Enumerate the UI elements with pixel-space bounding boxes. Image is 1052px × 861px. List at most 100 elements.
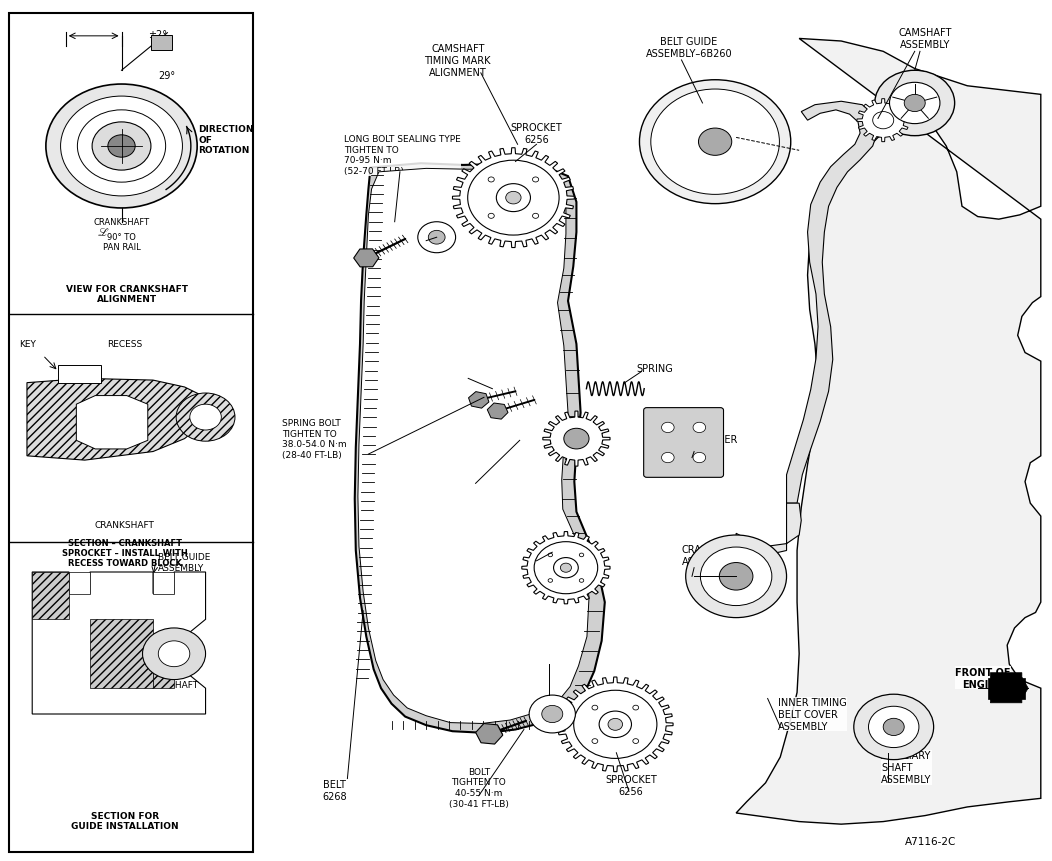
Circle shape [890,84,939,125]
Text: SECTION FOR
GUIDE INSTALLATION: SECTION FOR GUIDE INSTALLATION [70,811,179,830]
Polygon shape [558,678,673,771]
Polygon shape [522,532,610,604]
Bar [90,620,153,689]
Circle shape [640,81,791,204]
Text: RECESS: RECESS [107,340,142,349]
Circle shape [142,629,205,680]
Circle shape [592,705,598,710]
Circle shape [497,184,530,213]
Text: SPRING BOLT
TIGHTEN TO
38.0-54.0 N·m
(28-40 FT-LB): SPRING BOLT TIGHTEN TO 38.0-54.0 N·m (28… [282,418,347,460]
Circle shape [701,548,772,606]
Circle shape [428,231,445,245]
Text: SECTION – CRANKSHAFT
SPROCKET – INSTALL WITH
RECESS TOWARD BLOCK: SECTION – CRANKSHAFT SPROCKET – INSTALL … [62,538,187,567]
Text: $\mathscr{L}$: $\mathscr{L}$ [97,226,109,238]
Circle shape [633,739,639,744]
Text: BELT GUIDE
ASSEMBLY: BELT GUIDE ASSEMBLY [158,553,210,572]
Text: VIEW FOR CRANKSHAFT
ALIGNMENT: VIEW FOR CRANKSHAFT ALIGNMENT [66,285,187,304]
Polygon shape [353,250,379,268]
Circle shape [905,96,925,113]
Text: 90° TO
PAN RAIL: 90° TO PAN RAIL [103,232,140,252]
Circle shape [580,554,584,557]
Circle shape [506,192,521,205]
Polygon shape [468,392,489,409]
Circle shape [608,719,623,730]
Bar [33,573,69,620]
Text: BELT
6268: BELT 6268 [323,779,347,801]
Circle shape [542,705,563,722]
Text: CRANKSHAFT: CRANKSHAFT [94,217,149,226]
Polygon shape [33,573,205,714]
Text: SPROCKET
6256: SPROCKET 6256 [605,774,656,796]
Text: WASHER: WASHER [539,651,581,660]
Circle shape [548,579,552,583]
Circle shape [662,423,674,433]
Bar [59,366,101,383]
Circle shape [176,393,235,442]
Circle shape [699,129,732,156]
Text: BOLT
TIGHTEN TO
19.0-29.0 N·m
(14-21 FT-LB): BOLT TIGHTEN TO 19.0-29.0 N·m (14-21 FT-… [437,449,502,490]
Polygon shape [990,673,1028,703]
Circle shape [46,85,197,208]
Circle shape [534,542,598,594]
Bar [153,646,174,689]
Circle shape [580,579,584,583]
Circle shape [189,405,221,430]
Polygon shape [452,149,574,248]
Text: ±2°: ±2° [147,30,167,40]
Text: SPROCKET
6306: SPROCKET 6306 [508,540,561,562]
Text: 29°: 29° [158,71,176,81]
Text: KEY: KEY [20,340,37,349]
Text: BELT
TENSIONER
6K254: BELT TENSIONER 6K254 [682,422,737,456]
Polygon shape [27,379,210,461]
Circle shape [532,177,539,183]
Circle shape [93,123,150,170]
Circle shape [158,641,189,667]
Text: SPROCKET
6256: SPROCKET 6256 [510,123,563,145]
Circle shape [875,71,954,137]
Circle shape [561,563,571,573]
Text: BELT GUIDE
ASSEMBLY–6B260: BELT GUIDE ASSEMBLY–6B260 [646,37,732,59]
Polygon shape [358,169,589,723]
Text: CAMSHAFT
TIMING MARK
ALIGNMENT: CAMSHAFT TIMING MARK ALIGNMENT [424,44,491,77]
Text: CRANKSHAFT
ASSEMBLY: CRANKSHAFT ASSEMBLY [682,544,747,567]
Text: BOLT
TIGHTEN TO
40-55 N·m
(30-41 FT-LB): BOLT TIGHTEN TO 40-55 N·m (30-41 FT-LB) [449,766,509,808]
Polygon shape [355,164,605,733]
Circle shape [693,453,706,463]
Polygon shape [487,404,508,419]
Circle shape [720,563,753,591]
Text: SPRING: SPRING [636,363,673,374]
Circle shape [488,214,494,219]
Circle shape [651,90,780,195]
Circle shape [553,558,579,578]
Circle shape [488,177,494,183]
Bar [150,36,171,52]
Circle shape [600,711,631,738]
Circle shape [633,705,639,710]
Bar [69,573,90,594]
Circle shape [61,97,182,196]
Circle shape [686,536,787,618]
Polygon shape [543,412,610,467]
Text: INNER TIMING
BELT COVER
ASSEMBLY: INNER TIMING BELT COVER ASSEMBLY [778,697,847,731]
FancyBboxPatch shape [644,408,724,478]
Bar [988,678,1025,699]
Circle shape [564,429,589,449]
Circle shape [873,113,894,130]
Text: COVER
POINTER: COVER POINTER [437,355,480,377]
Circle shape [78,111,165,183]
Circle shape [693,423,706,433]
Bar [9,14,252,852]
Polygon shape [787,102,878,504]
Text: AUXILIARY
SHAFT
ASSEMBLY: AUXILIARY SHAFT ASSEMBLY [882,751,931,784]
Circle shape [532,214,539,219]
Text: CRANKSHAFT: CRANKSHAFT [95,520,155,530]
Circle shape [468,161,559,236]
Circle shape [592,739,598,744]
Circle shape [418,222,456,253]
Circle shape [529,696,575,733]
Circle shape [884,718,905,735]
Circle shape [108,136,135,158]
Circle shape [869,706,919,747]
Polygon shape [77,396,147,449]
Polygon shape [736,40,1040,824]
